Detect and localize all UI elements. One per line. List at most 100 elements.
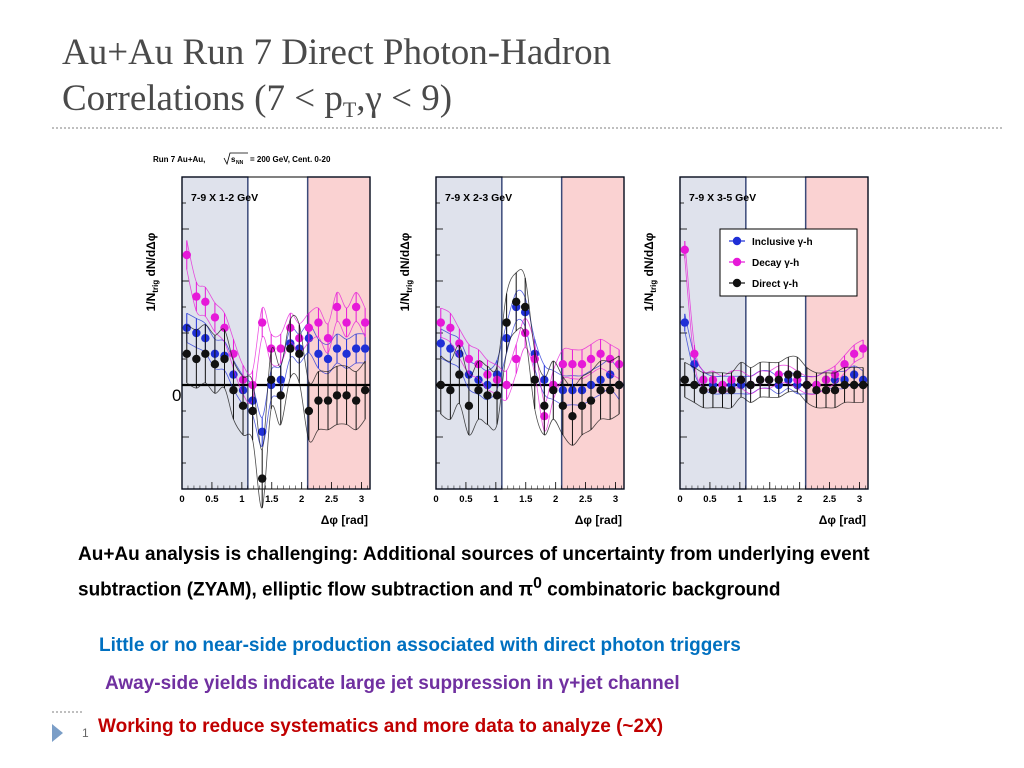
x-axis-label: Δφ [rad] xyxy=(819,513,866,527)
decay-point xyxy=(690,349,699,358)
decay-point xyxy=(182,250,191,260)
direct-band-lower xyxy=(186,373,366,509)
x-tick-label: 1.5 xyxy=(763,494,777,505)
direct-point xyxy=(690,380,699,390)
play-arrow-icon[interactable] xyxy=(52,724,63,742)
note-near-side: Little or no near-side production associ… xyxy=(99,635,741,656)
direct-point xyxy=(464,401,474,410)
inclusive-point xyxy=(314,349,323,358)
decay-band-upper xyxy=(186,240,366,375)
x-tick-label: 1 xyxy=(737,494,743,505)
x-tick-label: 1 xyxy=(239,494,245,505)
direct-point xyxy=(257,474,267,483)
note-away-side: Away-side yields indicate large jet supp… xyxy=(105,673,1005,695)
x-tick-label: 2 xyxy=(553,494,558,505)
direct-point xyxy=(764,375,774,384)
slide-title: Au+Au Run 7 Direct Photon-Hadron Correla… xyxy=(62,30,962,133)
direct-point xyxy=(614,380,624,390)
decay-point xyxy=(568,360,577,369)
decay-point xyxy=(858,344,868,353)
decay-point xyxy=(680,245,689,254)
direct-band-lower xyxy=(684,390,864,409)
direct-point xyxy=(266,375,276,384)
decay-point xyxy=(192,292,201,301)
direct-band-upper xyxy=(186,314,366,450)
title-line-2: Correlations (7 < pT,γ < 9) xyxy=(62,76,962,133)
decay-point xyxy=(558,360,568,369)
decay-point xyxy=(332,302,342,312)
decay-point xyxy=(342,318,351,327)
x-tick-label: 0 xyxy=(179,494,184,505)
x-tick-label: 1.5 xyxy=(519,494,533,505)
direct-point xyxy=(708,386,718,395)
direct-point xyxy=(502,318,511,327)
direct-point xyxy=(540,401,549,410)
decay-point xyxy=(586,354,596,364)
x-tick-label: 1.5 xyxy=(265,494,279,505)
x-tick-label: 2 xyxy=(797,494,802,505)
direct-point xyxy=(229,386,238,395)
direct-point xyxy=(304,406,314,416)
decay-point xyxy=(229,349,238,358)
direct-point xyxy=(342,391,351,400)
decay-point xyxy=(276,344,285,353)
figure-header-sqrt: s xyxy=(231,155,236,164)
direct-point xyxy=(727,386,736,395)
x-tick-label: 0 xyxy=(433,494,438,505)
figure-header-sqrt-sub: NN xyxy=(236,160,244,166)
away-side-band xyxy=(306,176,371,490)
figure-header: Run 7 Au+Au, s NN = 200 GeV, Cent. 0-20 xyxy=(153,152,331,166)
decay-point xyxy=(455,339,464,348)
plot-panel-3: 0 0.5 1 1.5 2 2.5 3 Δφ [rad] 1/Ntrig dN/dΔφ 7-9 X… xyxy=(642,176,869,527)
away-side-band xyxy=(804,176,869,490)
x-tick-label: 0 xyxy=(677,494,682,505)
direct-point xyxy=(295,349,304,358)
decay-band-upper xyxy=(440,307,620,403)
direct-point xyxy=(586,396,596,405)
direct-point xyxy=(276,391,285,400)
x-tick-label: 3 xyxy=(359,494,364,505)
away-side-band xyxy=(560,176,625,490)
sqrt-symbol xyxy=(223,152,248,166)
footer-divider xyxy=(52,711,82,713)
decay-point xyxy=(840,360,849,369)
direct-point xyxy=(793,370,802,379)
legend-label: Inclusive γ-h xyxy=(752,237,813,248)
decay-point xyxy=(304,323,314,332)
y-axis-label: 1/Ntrig dN/dΔφ xyxy=(398,232,414,311)
x-tick-label: 2.5 xyxy=(579,494,593,505)
inclusive-point xyxy=(351,344,361,353)
note-systematics: Working to reduce systematics and more d… xyxy=(98,716,664,737)
direct-point xyxy=(699,386,708,395)
svg-text:s: s xyxy=(231,155,236,164)
direct-point xyxy=(201,349,210,358)
decay-point xyxy=(351,302,361,312)
title-divider xyxy=(52,127,1002,129)
direct-point xyxy=(360,386,370,395)
slide-number: 1 xyxy=(82,726,89,740)
y-axis-label: 1/Ntrig dN/dΔφ xyxy=(642,232,658,311)
direct-point xyxy=(849,380,859,390)
panel-title: 7-9 X 3-5 GeV xyxy=(689,192,756,204)
direct-point xyxy=(511,297,521,306)
legend-label: Direct γ-h xyxy=(752,279,798,290)
x-tick-label: 2.5 xyxy=(823,494,837,505)
figure-header-suffix: = 200 GeV, Cent. 0-20 xyxy=(250,155,331,164)
direct-point xyxy=(210,360,220,369)
title-line-2-start: Correlations (7 < p xyxy=(62,78,343,119)
direct-point xyxy=(755,375,765,384)
decay-point xyxy=(360,318,370,327)
decay-point xyxy=(849,349,859,358)
x-tick-label: 0.5 xyxy=(703,494,717,505)
direct-point xyxy=(746,380,755,390)
decay-band-lower xyxy=(186,269,366,404)
inclusive-point xyxy=(332,344,342,353)
direct-point xyxy=(220,354,229,364)
inclusive-point xyxy=(680,318,689,327)
decay-point xyxy=(436,318,445,327)
panel-title: 7-9 X 1-2 GeV xyxy=(191,192,258,204)
inclusive-point xyxy=(360,344,370,353)
note-away-side-end: +jet channel xyxy=(569,673,680,694)
direct-point xyxy=(351,396,361,405)
